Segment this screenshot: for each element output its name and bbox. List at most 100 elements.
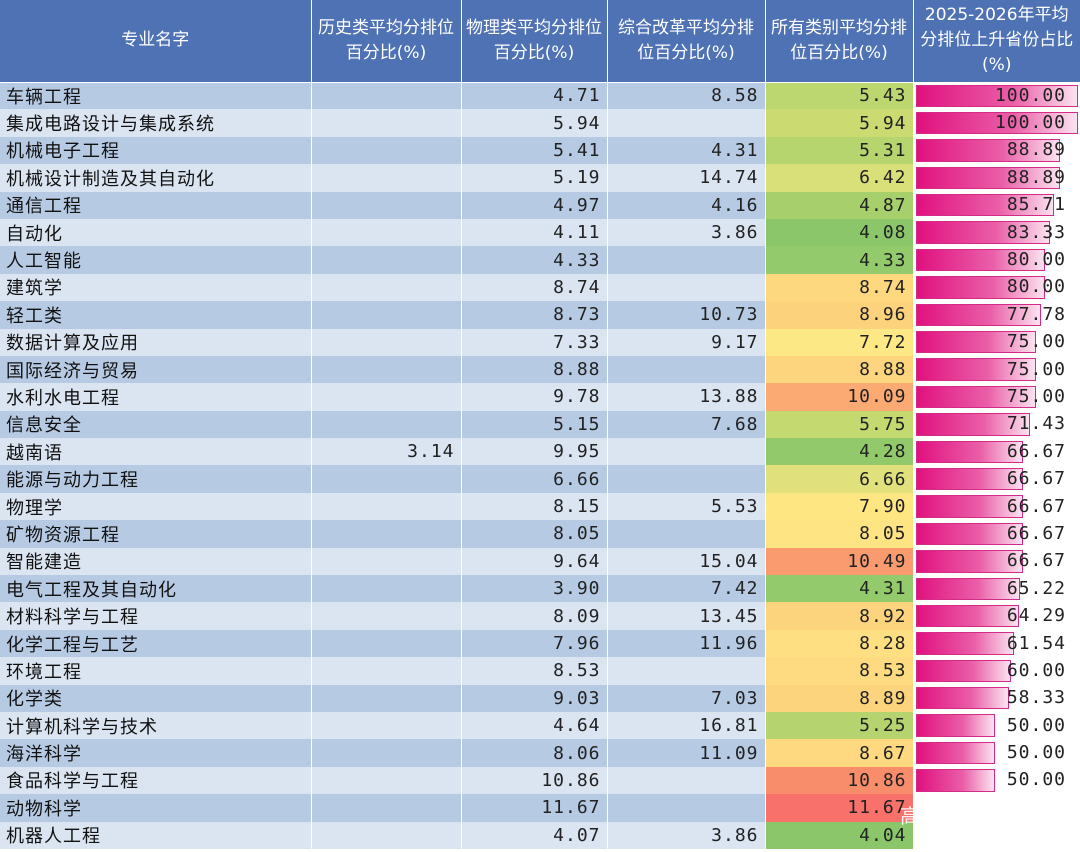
rising-share-cell: 83.33	[913, 218, 1080, 247]
share-data-bar	[915, 604, 1019, 628]
share-data-bar	[915, 166, 1060, 190]
share-value: 66.67	[1006, 495, 1066, 517]
table-body: 车辆工程 4.71 8.58 5.43 100.00 集成电路设计与集成系统 5.94 5.9…	[0, 82, 1080, 850]
comprehensive-percentile-cell: 7.68	[607, 410, 766, 439]
history-percentile-cell	[311, 684, 462, 712]
physics-percentile-cell: 9.95	[461, 438, 608, 466]
table-row: 动物科学 11.67 11.67	[0, 794, 1080, 823]
share-value: 60.00	[1006, 659, 1066, 681]
physics-percentile-cell: 9.64	[461, 547, 608, 576]
table-row: 食品科学与工程 10.86 10.86 50.00	[0, 766, 1080, 795]
history-percentile-cell	[311, 766, 462, 795]
header-rising-province-share: 2025-2026年平均分排位上升省份占比(%)	[913, 0, 1080, 83]
all-categories-percentile-cell: 8.89	[765, 684, 914, 712]
share-data-bar	[915, 659, 1012, 683]
table-row: 电气工程及其自动化 3.90 7.42 4.31 65.22	[0, 575, 1080, 603]
share-value: 100.00	[994, 84, 1066, 106]
all-categories-percentile-cell: 8.88	[765, 355, 914, 384]
comprehensive-percentile-cell	[607, 657, 766, 685]
table-row: 计算机科学与技术 4.64 16.81 5.25 50.00	[0, 711, 1080, 740]
physics-percentile-cell: 4.71	[461, 82, 608, 110]
history-percentile-cell	[311, 547, 462, 576]
all-categories-percentile-cell: 8.53	[765, 657, 914, 685]
history-percentile-cell	[311, 328, 462, 356]
all-categories-percentile-cell: 4.28	[765, 438, 914, 466]
rising-share-cell	[913, 794, 1080, 823]
major-name-cell: 海洋科学	[0, 739, 312, 767]
physics-percentile-cell: 10.86	[461, 766, 608, 795]
major-name-cell: 集成电路设计与集成系统	[0, 109, 312, 137]
history-percentile-cell	[311, 575, 462, 603]
history-percentile-cell	[311, 218, 462, 247]
comprehensive-percentile-cell: 11.96	[607, 629, 766, 658]
share-value: 80.00	[1006, 249, 1066, 271]
share-data-bar	[915, 577, 1021, 600]
share-data-bar	[915, 495, 1023, 518]
physics-percentile-cell: 5.19	[461, 164, 608, 192]
all-categories-percentile-cell: 6.42	[765, 164, 914, 192]
history-percentile-cell: 3.14	[311, 438, 462, 466]
physics-percentile-cell: 6.66	[461, 465, 608, 493]
comprehensive-percentile-cell	[607, 465, 766, 493]
all-categories-percentile-cell: 8.67	[765, 739, 914, 767]
history-percentile-cell	[311, 109, 462, 137]
table-row: 物理学 8.15 5.53 7.90 66.67	[0, 492, 1080, 521]
physics-percentile-cell: 3.90	[461, 575, 608, 603]
all-categories-percentile-cell: 10.49	[765, 547, 914, 576]
rising-share-cell: 77.78	[913, 301, 1080, 330]
major-name-cell: 能源与动力工程	[0, 465, 312, 493]
table-row: 建筑学 8.74 8.74 80.00	[0, 273, 1080, 302]
major-name-cell: 通信工程	[0, 191, 312, 219]
share-data-bar	[915, 276, 1045, 299]
major-name-cell: 化学工程与工艺	[0, 629, 312, 658]
share-data-bar	[915, 385, 1037, 409]
rising-share-cell: 80.00	[913, 273, 1080, 302]
comprehensive-percentile-cell: 10.73	[607, 301, 766, 329]
rising-share-cell: 75.00	[913, 328, 1080, 357]
major-name-cell: 建筑学	[0, 273, 312, 302]
history-percentile-cell	[311, 383, 462, 411]
history-percentile-cell	[311, 82, 462, 110]
all-categories-percentile-cell: 7.90	[765, 492, 914, 521]
history-percentile-cell	[311, 629, 462, 658]
comprehensive-percentile-cell: 13.88	[607, 383, 766, 411]
share-value: 80.00	[1006, 276, 1066, 298]
share-data-bar	[915, 331, 1037, 354]
share-value: 75.00	[1006, 358, 1066, 380]
comprehensive-percentile-cell: 7.42	[607, 575, 766, 603]
rising-share-cell: 50.00	[913, 711, 1080, 740]
comprehensive-percentile-cell	[607, 794, 766, 822]
history-percentile-cell	[311, 355, 462, 384]
physics-percentile-cell: 7.96	[461, 629, 608, 658]
physics-percentile-cell: 8.06	[461, 739, 608, 767]
major-name-cell: 物理学	[0, 492, 312, 521]
rising-share-cell: 75.00	[913, 355, 1080, 384]
share-value: 61.54	[1006, 632, 1066, 654]
share-value: 66.67	[1006, 522, 1066, 544]
share-value: 50.00	[1006, 742, 1066, 764]
all-categories-percentile-cell: 7.72	[765, 328, 914, 356]
physics-percentile-cell: 4.07	[461, 821, 608, 849]
all-categories-percentile-cell: 11.67	[765, 794, 914, 822]
share-value: 65.22	[1006, 577, 1066, 599]
comprehensive-percentile-cell: 11.09	[607, 739, 766, 767]
history-percentile-cell	[311, 520, 462, 548]
major-name-cell: 数据计算及应用	[0, 328, 312, 356]
rising-share-cell: 80.00	[913, 246, 1080, 275]
comprehensive-percentile-cell	[607, 520, 766, 548]
rising-share-cell: 66.67	[913, 547, 1080, 576]
share-value: 75.00	[1006, 385, 1066, 407]
physics-percentile-cell: 9.03	[461, 684, 608, 712]
all-categories-percentile-cell: 8.74	[765, 273, 914, 302]
major-name-cell: 机械电子工程	[0, 136, 312, 165]
share-value: 75.00	[1006, 331, 1066, 353]
major-name-cell: 轻工类	[0, 301, 312, 329]
table-row: 国际经济与贸易 8.88 8.88 75.00	[0, 355, 1080, 384]
comprehensive-percentile-cell: 3.86	[607, 218, 766, 247]
rising-share-cell: 66.67	[913, 520, 1080, 549]
table-row: 环境工程 8.53 8.53 60.00	[0, 657, 1080, 686]
table-row: 车辆工程 4.71 8.58 5.43 100.00	[0, 82, 1080, 110]
all-categories-percentile-cell: 4.33	[765, 246, 914, 274]
header-major-name: 专业名字	[0, 0, 312, 83]
comprehensive-percentile-cell	[607, 355, 766, 384]
